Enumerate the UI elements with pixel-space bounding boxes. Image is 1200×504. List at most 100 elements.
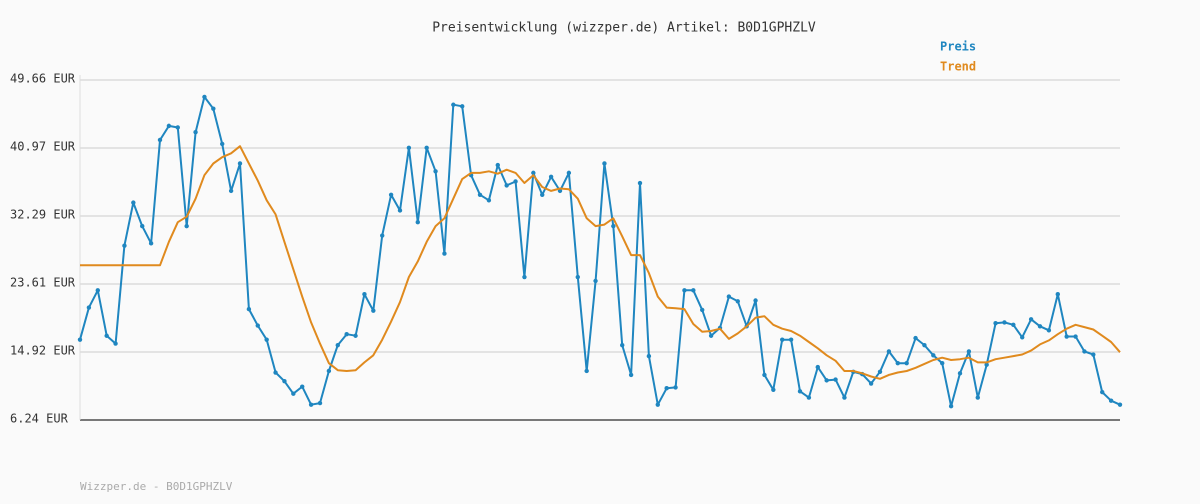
- point: [1108, 398, 1114, 403]
- point: [193, 129, 198, 135]
- point: [353, 333, 358, 338]
- point: [602, 161, 607, 166]
- point: [371, 308, 376, 313]
- point: [780, 337, 785, 342]
- point: [246, 306, 252, 312]
- point: [540, 192, 545, 197]
- point: [957, 371, 963, 376]
- point: [664, 386, 669, 391]
- point: [1002, 320, 1007, 325]
- point: [1020, 335, 1025, 340]
- point: [575, 274, 580, 280]
- point: [424, 145, 429, 151]
- point: [202, 94, 207, 100]
- point: [237, 161, 243, 166]
- point: [1046, 328, 1052, 333]
- point: [868, 381, 874, 386]
- point: [691, 288, 696, 293]
- point: [131, 200, 136, 205]
- point: [1082, 349, 1087, 354]
- point: [122, 243, 127, 248]
- point: [628, 372, 634, 378]
- point: [984, 362, 989, 367]
- point: [1011, 322, 1016, 327]
- point: [548, 174, 554, 179]
- point: [211, 106, 216, 111]
- point: [460, 104, 465, 109]
- point: [282, 378, 287, 384]
- point: [966, 349, 972, 354]
- point: [308, 402, 314, 407]
- point: [486, 198, 492, 203]
- point: [913, 335, 918, 341]
- y-tick-label: 32.29 EUR: [10, 208, 76, 222]
- point: [326, 368, 332, 374]
- y-tick-label: 49.66 EUR: [10, 72, 76, 86]
- point: [300, 384, 305, 389]
- point: [566, 170, 572, 176]
- point: [291, 391, 296, 396]
- point: [184, 223, 189, 229]
- point: [477, 192, 483, 197]
- point: [753, 298, 758, 303]
- point: [380, 233, 385, 238]
- y-tick-label: 40.97 EUR: [10, 140, 76, 154]
- point: [904, 360, 909, 366]
- point: [833, 377, 838, 382]
- point: [504, 183, 509, 188]
- point: [148, 241, 154, 246]
- series-line: [80, 145, 1121, 380]
- y-tick-label: 23.61 EUR: [10, 275, 76, 289]
- point: [797, 389, 803, 394]
- point: [77, 337, 83, 342]
- point: [993, 321, 998, 326]
- point: [255, 323, 260, 328]
- y-tick-label: 14.92 EUR: [10, 344, 76, 358]
- point: [220, 141, 225, 147]
- legend-entry: Trend: [940, 60, 976, 74]
- point: [593, 278, 598, 284]
- point: [762, 372, 767, 378]
- y-tick-label: 6.24 EUR: [10, 412, 69, 426]
- point: [86, 305, 92, 310]
- point: [406, 145, 412, 151]
- point: [433, 169, 438, 174]
- point: [842, 395, 847, 400]
- point: [1028, 317, 1034, 322]
- point: [655, 402, 660, 407]
- point: [886, 349, 892, 354]
- point: [140, 223, 145, 229]
- point: [1037, 324, 1043, 329]
- point: [975, 395, 980, 400]
- point: [104, 333, 109, 338]
- point: [735, 299, 740, 304]
- point: [1091, 352, 1096, 357]
- point: [931, 353, 936, 358]
- point: [442, 251, 447, 256]
- point: [940, 360, 945, 366]
- point: [362, 292, 367, 297]
- point: [175, 125, 180, 130]
- point: [922, 342, 927, 348]
- point: [877, 369, 883, 374]
- chart-title: Preisentwicklung (wizzper.de) Artikel: B…: [432, 21, 816, 36]
- point: [495, 162, 500, 168]
- point: [584, 368, 589, 374]
- point: [620, 342, 625, 348]
- point: [95, 288, 100, 293]
- point: [531, 170, 536, 176]
- point: [673, 385, 678, 390]
- point: [646, 353, 652, 359]
- point: [1055, 292, 1060, 297]
- point: [228, 188, 234, 194]
- point: [682, 288, 687, 293]
- point: [113, 341, 118, 346]
- point: [788, 337, 794, 342]
- point: [726, 294, 732, 299]
- point: [708, 333, 714, 338]
- point: [264, 337, 269, 342]
- point: [700, 307, 705, 313]
- point: [335, 342, 340, 348]
- point: [806, 395, 812, 400]
